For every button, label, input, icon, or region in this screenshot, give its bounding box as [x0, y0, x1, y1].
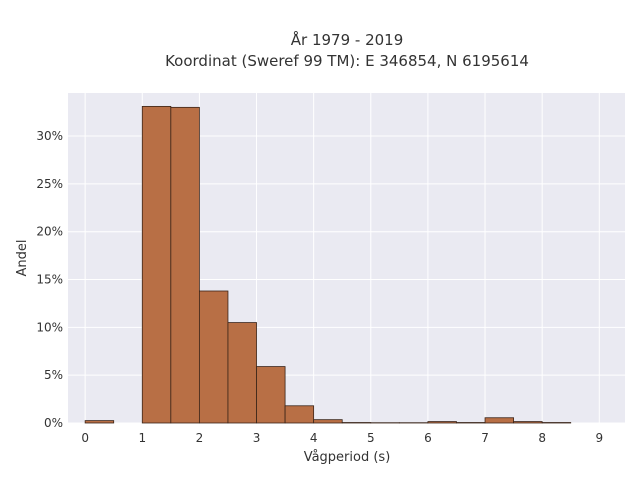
x-tick-label-9: 9 — [595, 431, 603, 445]
histogram-bar-6 — [256, 366, 286, 424]
histogram-bar-3 — [170, 106, 200, 424]
x-tick-label-0: 0 — [81, 431, 89, 445]
x-tick-label-1: 1 — [138, 431, 146, 445]
histogram-bars — [84, 105, 572, 424]
histogram-bar-12 — [427, 421, 457, 424]
histogram-bar-8 — [313, 419, 343, 424]
y-tick-label-6: 30% — [36, 129, 63, 143]
histogram-bar-2 — [141, 105, 172, 424]
x-tick-label-5: 5 — [367, 431, 375, 445]
y-axis-label: Andel — [15, 240, 30, 277]
histogram-bar-14 — [484, 417, 514, 424]
y-tick-label-5: 25% — [36, 177, 63, 191]
x-tick-label-6: 6 — [424, 431, 432, 445]
y-tick-label-4: 20% — [36, 225, 63, 239]
chart-title-line2: Koordinat (Sweref 99 TM): E 346854, N 61… — [165, 52, 529, 70]
x-tick-label-3: 3 — [253, 431, 261, 445]
x-axis-label: Vågperiod (s) — [304, 450, 391, 465]
y-tick-label-2: 10% — [36, 320, 63, 334]
x-tick-label-4: 4 — [310, 431, 318, 445]
chart-title-line1: År 1979 - 2019 — [291, 30, 404, 49]
histogram-bar-4 — [198, 290, 229, 424]
y-tick-label-0: 0% — [44, 416, 63, 430]
histogram-bar-0 — [84, 420, 115, 424]
x-axis-ticks: 0 1 2 3 4 5 6 7 8 9 — [81, 431, 603, 445]
y-axis-ticks: 0% 5% 10% 15% 20% 25% 30% — [36, 129, 63, 430]
x-tick-label-8: 8 — [538, 431, 546, 445]
y-tick-label-3: 15% — [36, 273, 63, 287]
x-tick-label-2: 2 — [196, 431, 204, 445]
histogram-bar-15 — [513, 421, 543, 424]
histogram-bar-7 — [284, 405, 315, 424]
y-tick-label-1: 5% — [44, 368, 63, 382]
histogram-bar-5 — [227, 322, 257, 424]
x-tick-label-7: 7 — [481, 431, 489, 445]
